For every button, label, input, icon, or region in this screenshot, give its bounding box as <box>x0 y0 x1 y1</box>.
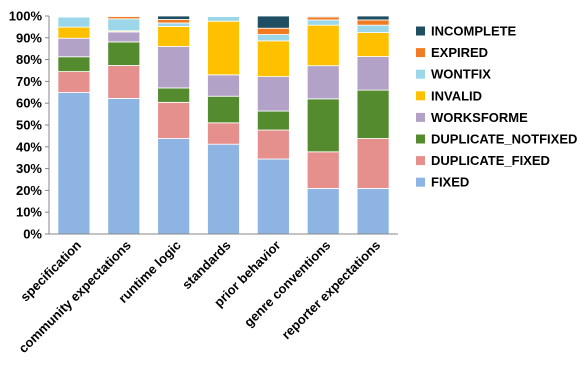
y-tick-label: 0% <box>23 227 42 242</box>
bar-segment-invalid <box>357 33 389 57</box>
y-tick-label: 100% <box>9 9 43 24</box>
bar-segment-fixed <box>58 93 90 234</box>
bar-segment-invalid <box>58 27 90 38</box>
y-tick-label: 80% <box>16 52 42 67</box>
bar-segment-wontfix <box>158 23 190 26</box>
bar-segment-duplicate-fixed <box>58 72 90 93</box>
bar-segment-worksforme <box>257 77 289 111</box>
bar-segment-fixed <box>158 139 190 234</box>
bar-segment-wontfix <box>357 25 389 32</box>
bar-segment-worksforme <box>307 66 339 99</box>
bar-segment-worksforme <box>208 75 240 96</box>
bar-segment-wontfix <box>257 35 289 41</box>
legend: INCOMPLETE EXPIRED WONTFIX INVALID WORKSFORM… <box>416 24 577 190</box>
bar-segment-worksforme <box>58 38 90 57</box>
y-tick-label: 40% <box>16 139 42 154</box>
legend-swatch <box>416 91 425 100</box>
y-tick-label: 10% <box>16 205 42 220</box>
legend-swatch <box>416 178 425 187</box>
bar-segment-duplicate-fixed <box>158 102 190 138</box>
bar-segment-duplicate-fixed <box>357 139 389 189</box>
legend-label: FIXED <box>431 175 469 190</box>
bar-segment-fixed <box>108 98 140 234</box>
legend-label: DUPLICATE_NOTFIXED <box>431 132 577 147</box>
y-tick-label: 60% <box>16 96 42 111</box>
legend-label: INVALID <box>431 88 482 103</box>
y-tick-label: 90% <box>16 30 42 45</box>
legend-swatch <box>416 27 425 36</box>
bar-segment-expired <box>357 20 389 25</box>
bar-segment-wontfix <box>208 16 240 21</box>
legend-label: WONTFIX <box>431 67 491 82</box>
bar-segment-expired <box>257 28 289 34</box>
bar-segment-duplicate-notfixed <box>357 90 389 138</box>
bar-segment-duplicate-fixed <box>257 130 289 159</box>
x-tick-label: reporter expectations <box>279 238 384 343</box>
bar-segment-incomplete <box>357 16 389 20</box>
bar-segment-worksforme <box>357 57 389 91</box>
bar-segment-wontfix <box>307 20 339 25</box>
bar-segment-invalid <box>257 41 289 77</box>
legend-label: EXPIRED <box>431 45 488 60</box>
bar-segment-incomplete <box>257 16 289 28</box>
bar-segment-duplicate-fixed <box>208 123 240 144</box>
bar-segment-worksforme <box>158 47 190 88</box>
bars-group <box>58 16 389 234</box>
legend-label: DUPLICATE_FIXED <box>431 153 550 168</box>
legend-label: INCOMPLETE <box>431 24 517 39</box>
legend-swatch <box>416 113 425 122</box>
legend-swatch <box>416 135 425 144</box>
bar-segment-worksforme <box>108 32 140 42</box>
legend-swatch <box>416 70 425 79</box>
bar-segment-duplicate-fixed <box>108 65 140 98</box>
y-tick-label: 30% <box>16 161 42 176</box>
bar-segment-duplicate-notfixed <box>108 42 140 66</box>
bar-segment-invalid <box>307 25 339 66</box>
bar-segment-duplicate-fixed <box>307 152 339 189</box>
bar-segment-expired <box>158 19 190 22</box>
bar-segment-fixed <box>357 188 389 234</box>
bar-segment-duplicate-notfixed <box>58 57 90 72</box>
bar-segment-wontfix <box>108 19 140 31</box>
y-tick-label: 50% <box>16 118 42 133</box>
bar-segment-fixed <box>307 188 339 234</box>
bar-segment-invalid <box>208 21 240 75</box>
bar-segment-invalid <box>158 26 190 46</box>
bar-segment-incomplete <box>307 16 339 17</box>
bar-segment-duplicate-notfixed <box>158 88 190 102</box>
bar-segment-duplicate-notfixed <box>208 96 240 123</box>
bar-segment-incomplete <box>158 16 190 19</box>
legend-swatch <box>416 156 425 165</box>
y-tick-label: 70% <box>16 74 42 89</box>
bar-segment-duplicate-notfixed <box>257 111 289 130</box>
legend-label: WORKSFORME <box>431 110 528 125</box>
bar-segment-fixed <box>208 144 240 234</box>
y-axis-ticks: 0% 10% 20% 30% 40% 50% 60% 70% 80% 90% 100% <box>9 9 49 242</box>
bar-segment-wontfix <box>58 17 90 27</box>
x-tick-label: genre conventions <box>241 238 333 330</box>
y-tick-label: 20% <box>16 183 42 198</box>
bar-segment-duplicate-notfixed <box>307 99 339 152</box>
legend-swatch <box>416 48 425 57</box>
bar-segment-expired <box>307 17 339 20</box>
bar-segment-fixed <box>257 159 289 234</box>
